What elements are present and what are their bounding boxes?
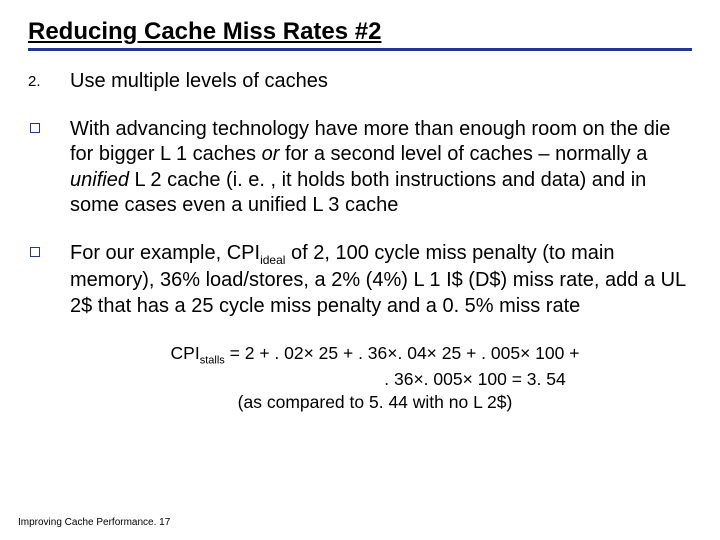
- content-text: Use multiple levels of caches: [70, 69, 328, 95]
- equation-line-2: . 36×. 005× 100 = 3. 54: [88, 368, 662, 392]
- slide: Reducing Cache Miss Rates #2 2.Use multi…: [0, 0, 720, 540]
- content-row: For our example, CPIideal of 2, 100 cycl…: [28, 241, 692, 320]
- content-text: For our example, CPIideal of 2, 100 cycl…: [70, 241, 692, 320]
- footer-text: Improving Cache Performance. 17: [18, 517, 170, 528]
- list-number: 2.: [28, 69, 70, 90]
- equation-line-3: (as compared to 5. 44 with no L 2$): [88, 391, 662, 415]
- title-rule: Reducing Cache Miss Rates #2: [28, 18, 692, 51]
- bullet-square-icon: [28, 241, 70, 257]
- content-row: 2.Use multiple levels of caches: [28, 69, 692, 95]
- equation-block: CPIstalls = 2 + . 02× 25 + . 36×. 04× 25…: [88, 342, 662, 416]
- equation-line-1: CPIstalls = 2 + . 02× 25 + . 36×. 04× 25…: [88, 342, 662, 368]
- bullet-square-icon: [28, 117, 70, 133]
- slide-title: Reducing Cache Miss Rates #2: [28, 18, 381, 45]
- content-text: With advancing technology have more than…: [70, 117, 692, 219]
- content-row: With advancing technology have more than…: [28, 117, 692, 219]
